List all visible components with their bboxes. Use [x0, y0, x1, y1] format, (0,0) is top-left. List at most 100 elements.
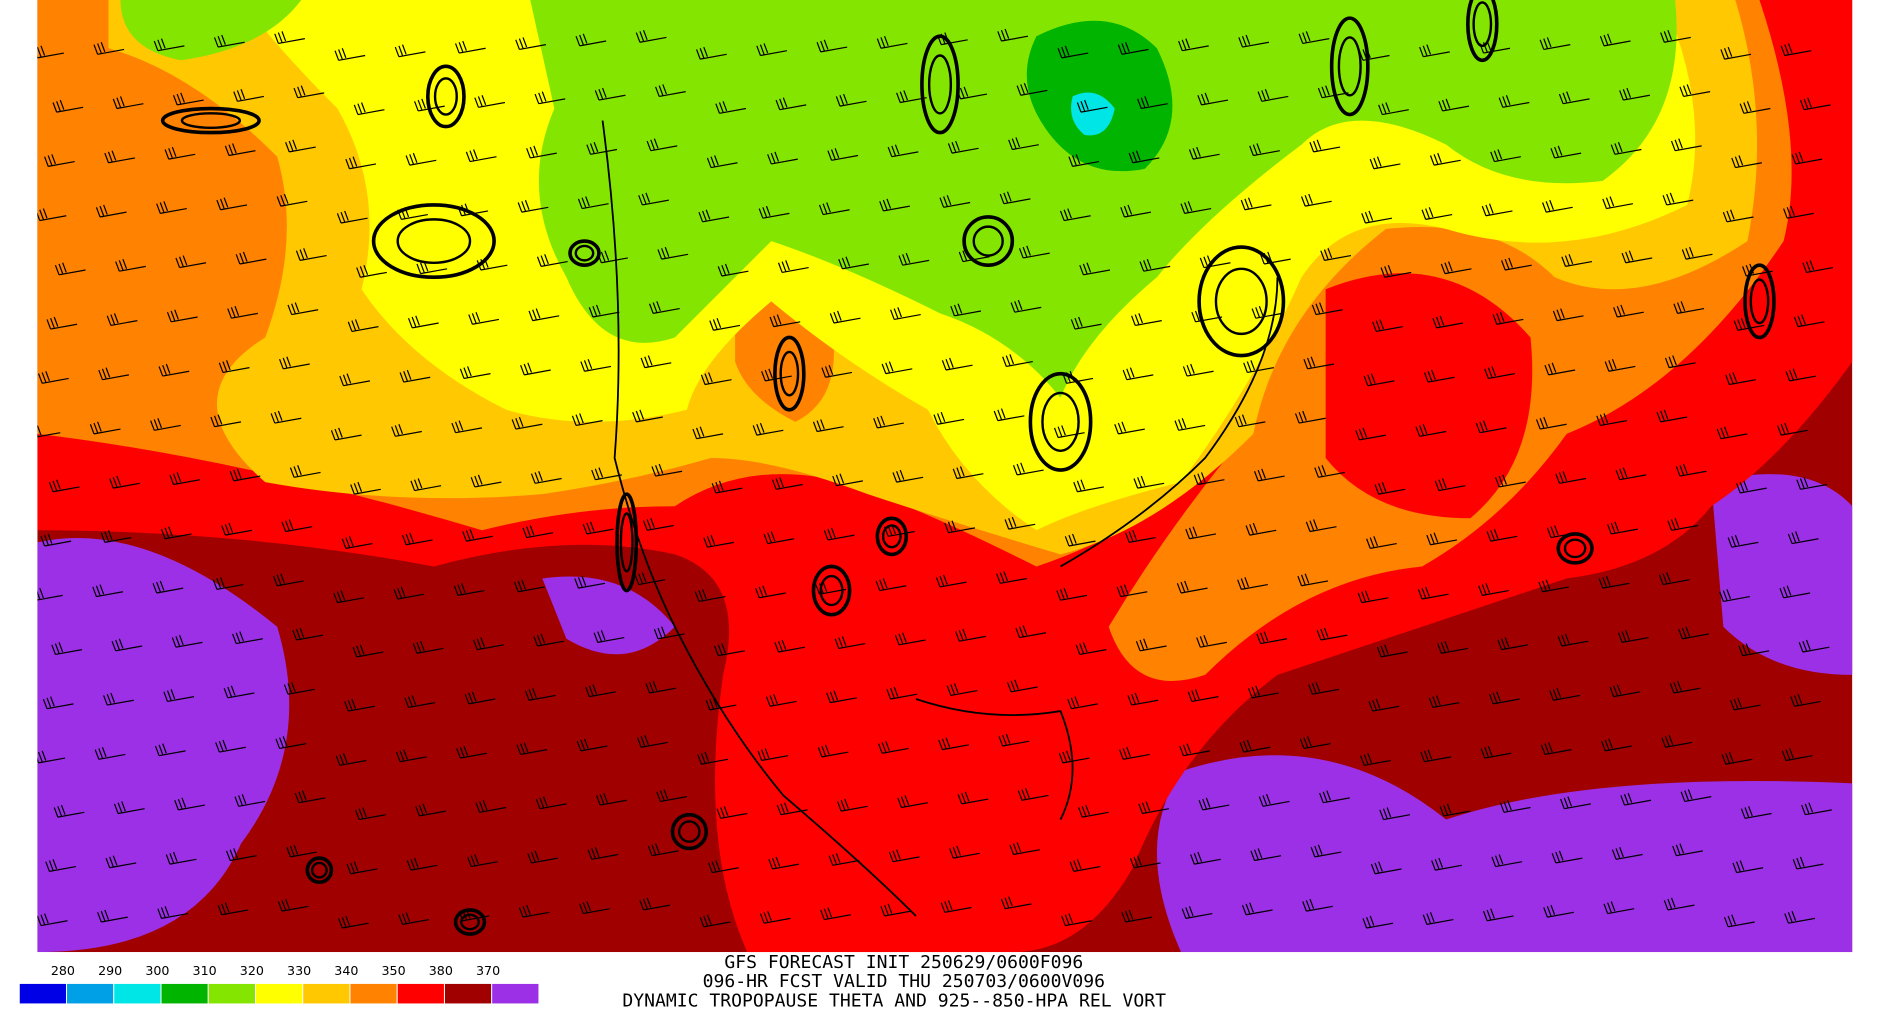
- wind-barb: [657, 246, 689, 260]
- theta-region: [1157, 755, 1853, 953]
- wind-barb: [835, 93, 867, 107]
- wind-barb: [1719, 589, 1750, 603]
- wind-barb: [275, 736, 307, 750]
- legend-swatch: [66, 982, 115, 1005]
- wind-barb: [1064, 533, 1096, 547]
- wind-barb: [171, 634, 203, 648]
- wind-barb: [276, 193, 308, 207]
- wind-barb: [286, 844, 318, 858]
- wind-barb: [883, 524, 915, 537]
- wind-barb: [1560, 796, 1591, 810]
- wind-barb: [944, 520, 976, 534]
- wind-barb: [774, 639, 806, 653]
- wind-barb: [174, 797, 205, 811]
- wind-barb: [1660, 29, 1691, 43]
- wind-barb: [957, 791, 989, 805]
- wind-barb: [52, 99, 84, 113]
- wind-barb: [1538, 579, 1570, 593]
- wind-barb: [1535, 416, 1567, 430]
- wind-barb: [281, 519, 313, 533]
- wind-barb: [812, 419, 844, 433]
- wind-barb: [956, 86, 988, 100]
- wind-barb: [354, 807, 386, 821]
- legend-label: 310: [193, 963, 217, 978]
- wind-barb: [401, 532, 433, 546]
- wind-barb: [536, 254, 568, 267]
- wind-barb: [1426, 532, 1458, 546]
- wind-barb: [1000, 896, 1032, 910]
- wind-barb: [711, 480, 743, 494]
- wind-barb: [1793, 314, 1825, 328]
- wind-barb: [898, 252, 930, 266]
- wind-barb: [330, 427, 362, 441]
- wind-barb: [166, 309, 198, 323]
- wind-barb: [1478, 583, 1509, 596]
- wind-barb: [453, 583, 485, 596]
- wind-barb: [1603, 901, 1635, 915]
- wind-barb: [1419, 44, 1450, 58]
- wind-barb: [1240, 197, 1272, 211]
- vorticity-contour: [160, 106, 261, 135]
- wind-barb: [1422, 912, 1454, 925]
- wind-barb: [1372, 319, 1403, 333]
- wind-barb: [1420, 749, 1452, 763]
- wind-barb: [468, 311, 500, 325]
- wind-barb: [1018, 245, 1050, 259]
- vorticity-contour: [396, 218, 472, 264]
- wind-barb: [771, 477, 803, 490]
- wind-barb: [1670, 138, 1702, 152]
- wind-barb: [708, 860, 739, 874]
- wind-barb: [459, 366, 491, 380]
- wind-barb: [1234, 414, 1266, 428]
- wind-barb: [1310, 844, 1342, 858]
- wind-barb: [100, 530, 132, 543]
- wind-barb: [1499, 800, 1531, 813]
- wind-barb: [1475, 420, 1507, 434]
- wind-barb: [1601, 738, 1632, 752]
- wind-barb: [528, 308, 560, 322]
- wind-barb: [1056, 587, 1088, 601]
- wind-barb: [404, 695, 436, 709]
- wind-barb: [880, 903, 912, 917]
- wind-barb: [235, 251, 267, 265]
- wind-barb: [474, 95, 506, 108]
- legend-swatch: [396, 982, 445, 1005]
- wind-barb: [595, 792, 627, 806]
- wind-barb: [1317, 85, 1349, 99]
- wind-barb: [1067, 696, 1098, 710]
- wind-barb: [1780, 43, 1812, 57]
- vorticity-contour: [1197, 245, 1286, 358]
- legend-label: 300: [145, 963, 169, 978]
- vorticity-contour: [1028, 371, 1093, 472]
- wind-barb: [410, 478, 442, 492]
- wind-barb: [1193, 472, 1225, 486]
- wind-barb: [476, 257, 508, 271]
- wind-barb: [399, 369, 431, 383]
- wind-barb: [1596, 413, 1628, 427]
- wind-barb: [1484, 366, 1515, 380]
- wind-barb: [1176, 580, 1208, 594]
- vorticity-contour: [180, 112, 242, 130]
- wind-barb: [397, 207, 428, 220]
- legend-label: 290: [98, 963, 122, 978]
- wind-barb: [1362, 915, 1394, 929]
- wind-barb: [1305, 519, 1337, 533]
- wind-barb: [1432, 315, 1464, 329]
- wind-barb: [947, 140, 979, 154]
- wind-barb: [98, 367, 130, 381]
- wind-barb: [1678, 626, 1709, 640]
- wind-barb: [776, 802, 808, 816]
- wind-barb: [334, 48, 366, 61]
- wind-barb: [172, 92, 204, 106]
- wind-barb: [516, 742, 548, 756]
- wind-barb: [215, 739, 246, 753]
- wind-barb: [295, 248, 327, 261]
- wind-barb: [1497, 637, 1529, 651]
- wind-barb: [571, 413, 603, 427]
- wind-barb: [648, 301, 680, 314]
- wind-barb: [395, 749, 427, 763]
- wind-barb: [1544, 362, 1576, 376]
- wind-barb: [1662, 192, 1694, 206]
- wind-barb: [714, 643, 745, 657]
- wind-barb: [703, 534, 735, 548]
